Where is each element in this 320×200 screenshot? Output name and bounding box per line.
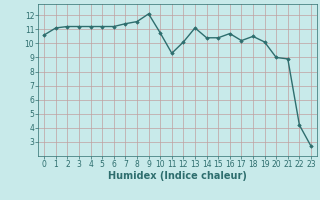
X-axis label: Humidex (Indice chaleur): Humidex (Indice chaleur) <box>108 171 247 181</box>
